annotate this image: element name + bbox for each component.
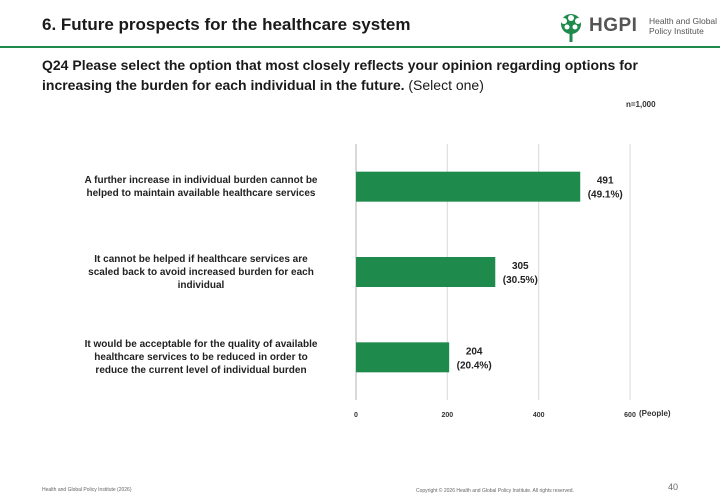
tree-logo-icon (561, 14, 581, 42)
category-label-line: individual (177, 279, 225, 291)
bar (356, 342, 450, 373)
bar-value-label: 305 (512, 261, 529, 272)
x-tick-label: 600 (624, 412, 636, 419)
x-tick-label: 0 (354, 412, 358, 419)
category-label-line: A further increase in individual burden … (84, 174, 318, 186)
category-label-line: reduce the current level of individual b… (95, 364, 307, 376)
bar-value-label: 204 (466, 346, 483, 357)
slide-header: 6. Future prospects for the healthcare s… (0, 0, 720, 50)
logo-subtitle-line2: Policy Institute (649, 26, 704, 36)
x-axis-unit-label: (People) (639, 409, 671, 418)
question-instruction: (Select one) (408, 77, 484, 93)
footer-copyright: Copyright © 2026 Health and Global Polic… (416, 488, 574, 494)
footer-source: Health and Global Policy Institute (2026… (42, 487, 132, 493)
bar-percent-label: (30.5%) (503, 275, 538, 286)
category-label-line: It cannot be helped if healthcare servic… (94, 253, 308, 265)
category-label-line: scaled back to avoid increased burden fo… (88, 266, 314, 278)
x-tick-label: 400 (533, 412, 545, 419)
bar-value-label: 491 (597, 176, 614, 187)
category-label: It would be acceptable for the quality o… (56, 338, 346, 377)
question-text: Q24 Please select the option that most c… (42, 57, 638, 93)
sample-size-label: n=1,000 (626, 100, 656, 109)
category-label-line: It would be acceptable for the quality o… (84, 338, 318, 350)
category-label-line: healthcare services to be reduced in ord… (94, 351, 308, 363)
bar-chart: 0 200 400 600 (People) 491 (49.1%) 305 (30.5%) 20… (0, 130, 720, 430)
bar-percent-label: (20.4%) (457, 360, 492, 371)
bar-chart-svg: 0 200 400 600 (People) 491 (49.1%) 305 (30.5%) 20… (354, 144, 671, 419)
category-label: A further increase in individual burden … (56, 174, 346, 200)
bar (356, 257, 496, 287)
bar (356, 171, 581, 202)
hgpi-logo: HGPI Health and Global Policy Institute (556, 12, 717, 44)
category-label-line: helped to maintain available healthcare … (86, 187, 316, 199)
category-label: It cannot be helped if healthcare servic… (56, 253, 346, 292)
survey-question: Q24 Please select the option that most c… (42, 55, 702, 95)
logo-subtitle: Health and Global Policy Institute (649, 16, 717, 36)
x-tick-label: 200 (441, 412, 453, 419)
page-number: 40 (668, 482, 679, 492)
page-title: 6. Future prospects for the healthcare s… (42, 15, 411, 34)
header-divider (0, 46, 720, 48)
logo-subtitle-line1: Health and Global (649, 16, 718, 26)
logo-wordmark: HGPI (589, 15, 638, 36)
bar-percent-label: (49.1%) (588, 190, 623, 201)
